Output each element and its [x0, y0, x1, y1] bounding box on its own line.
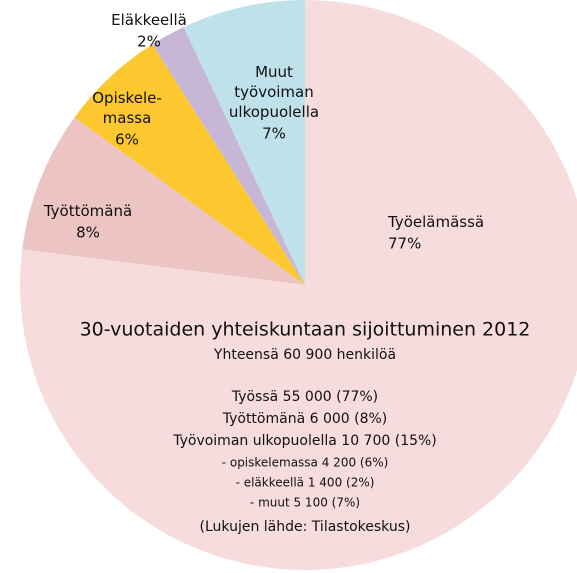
chart-subtitle: Yhteensä 60 900 henkilöä [213, 347, 396, 363]
pie-slice [22, 117, 305, 285]
annotation: Työvoiman ulkopuolella 10 700 (15%) [172, 433, 437, 449]
pie-slice [20, 0, 577, 570]
pie-slice [183, 0, 305, 285]
annotation: - opiskelemassa 4 200 (6%) [222, 456, 389, 470]
slice-label: Muut työvoiman ulkopuolella [229, 63, 319, 121]
annotation: (Lukujen lähde: Tilastokeskus) [200, 519, 411, 535]
slice-label: Työttömänä [43, 202, 132, 220]
pie-slice [74, 44, 306, 285]
slice-value-label: 2% [137, 33, 161, 51]
slice-value-label: 8% [76, 224, 100, 242]
slice-value-label: 7% [262, 125, 286, 143]
slice-value-label: 6% [115, 131, 139, 149]
slice-label: Eläkkeellä [111, 11, 187, 29]
annotation: - eläkkeellä 1 400 (2%) [236, 476, 375, 490]
annotation: Työssä 55 000 (77%) [231, 389, 378, 405]
slice-value-label: 77% [388, 235, 421, 253]
slice-label: Työelämässä [387, 213, 484, 231]
annotation: Työttömänä 6 000 (8%) [222, 411, 388, 427]
chart-title: 30-vuotaiden yhteiskuntaan sijoittuminen… [80, 319, 531, 341]
pie-slice [152, 27, 305, 285]
annotation: - muut 5 100 (7%) [250, 496, 360, 510]
slice-label: Opiskele-massa [92, 89, 162, 127]
